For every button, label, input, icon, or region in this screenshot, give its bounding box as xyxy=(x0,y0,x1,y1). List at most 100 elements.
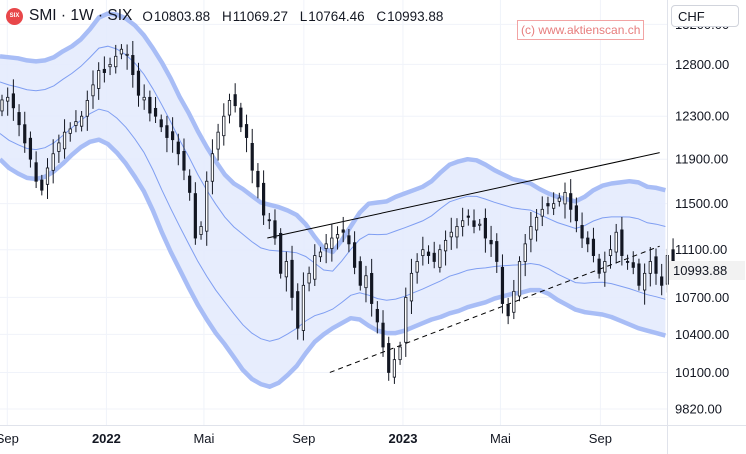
candlestick-series xyxy=(0,40,675,384)
candle xyxy=(455,218,459,249)
price-axis[interactable]: 13200.0012800.0012300.0011900.0011500.00… xyxy=(667,0,730,454)
candle xyxy=(364,265,368,303)
candle xyxy=(318,246,323,262)
candle-body xyxy=(472,220,476,227)
candle-body xyxy=(523,243,527,262)
candle-body xyxy=(569,193,573,210)
candle-body xyxy=(580,225,584,239)
candle xyxy=(11,79,15,121)
y-tick-label: 10100.00 xyxy=(675,365,729,380)
low-label: L xyxy=(299,8,308,24)
candle-body xyxy=(159,119,163,128)
high-value: 11069.27 xyxy=(232,8,288,24)
candle-body xyxy=(68,128,72,134)
candle xyxy=(51,139,55,184)
candle-body xyxy=(102,68,106,73)
x-tick-label: 2022 xyxy=(92,431,121,446)
candle-body xyxy=(51,153,55,171)
candle-body xyxy=(17,112,21,126)
candle xyxy=(68,122,72,142)
candle-body xyxy=(449,231,453,238)
candle xyxy=(199,221,203,240)
exchange-logo-text: SIX xyxy=(9,13,20,19)
candle-body xyxy=(62,131,67,150)
candle xyxy=(273,209,277,245)
candle-body xyxy=(563,192,567,205)
candle xyxy=(341,216,345,243)
candle-body xyxy=(210,153,215,182)
candle-body xyxy=(352,242,357,268)
candle-body xyxy=(660,276,664,286)
lower-inner-band xyxy=(0,108,666,342)
candle xyxy=(313,244,317,286)
candle xyxy=(97,62,101,100)
candle xyxy=(398,341,402,365)
candle-body xyxy=(176,141,180,155)
candle xyxy=(233,83,237,113)
candle xyxy=(449,217,453,250)
candle-body xyxy=(506,304,510,317)
candle-body xyxy=(392,359,397,378)
candle xyxy=(28,131,33,168)
candle xyxy=(603,251,607,287)
candle xyxy=(205,171,209,246)
time-axis[interactable]: Sep 2022 Mai Sep 2023 Mai Sep xyxy=(0,425,746,447)
candle-body xyxy=(262,182,266,216)
candle-body xyxy=(250,142,254,171)
candle-body xyxy=(552,203,556,209)
candle xyxy=(188,169,192,201)
candle-body xyxy=(233,94,237,107)
candle-body xyxy=(597,258,601,274)
candle-body xyxy=(603,261,607,273)
candle xyxy=(216,123,220,161)
symbol-title[interactable]: SMI · 1W · SIX xyxy=(29,7,133,24)
candle-body xyxy=(574,205,578,222)
candle xyxy=(495,233,499,273)
candle xyxy=(114,44,118,74)
candle-body xyxy=(290,259,294,298)
candle-body xyxy=(637,263,641,286)
x-tick-label: 2023 xyxy=(389,431,418,446)
candle-body xyxy=(301,284,306,331)
candle xyxy=(404,287,408,357)
candle xyxy=(461,207,465,237)
candle-body xyxy=(478,223,482,226)
watermark: (c) www.aktienscan.ch xyxy=(517,20,645,40)
candle-body xyxy=(466,215,470,218)
candle-body xyxy=(256,170,260,188)
candle-body xyxy=(404,297,408,343)
candle-body xyxy=(267,219,271,222)
x-tick-label: Sep xyxy=(589,431,612,446)
candle-body xyxy=(625,261,630,263)
candle xyxy=(45,158,50,199)
candle-body xyxy=(586,237,590,245)
candle xyxy=(438,244,442,273)
candle xyxy=(421,236,425,266)
candle xyxy=(580,212,584,248)
candle xyxy=(108,57,112,76)
currency-selector[interactable]: CHF xyxy=(671,5,739,27)
candle xyxy=(102,56,106,83)
candle xyxy=(381,310,385,357)
candle xyxy=(443,230,448,266)
candle-body xyxy=(244,124,249,138)
candle-body xyxy=(273,220,277,239)
candle xyxy=(193,182,197,245)
candle xyxy=(489,225,493,257)
candle xyxy=(74,110,78,133)
candle xyxy=(370,258,374,317)
candle xyxy=(523,234,527,277)
candle xyxy=(648,246,652,287)
candle-body xyxy=(648,261,652,274)
candle xyxy=(324,234,328,264)
candle xyxy=(483,208,487,253)
candle xyxy=(23,111,27,153)
candle-body xyxy=(591,238,596,256)
candle-body xyxy=(205,180,209,232)
x-tick-label: Mai xyxy=(193,431,214,446)
candle xyxy=(352,231,357,275)
candle-body xyxy=(97,70,101,89)
candle xyxy=(375,301,379,334)
candle-body xyxy=(432,252,436,262)
